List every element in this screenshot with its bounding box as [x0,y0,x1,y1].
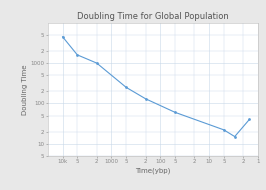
Y-axis label: Doubling Time: Doubling Time [22,64,28,115]
X-axis label: Time(ybp): Time(ybp) [135,167,171,173]
Title: Doubling Time for Global Population: Doubling Time for Global Population [77,12,229,21]
